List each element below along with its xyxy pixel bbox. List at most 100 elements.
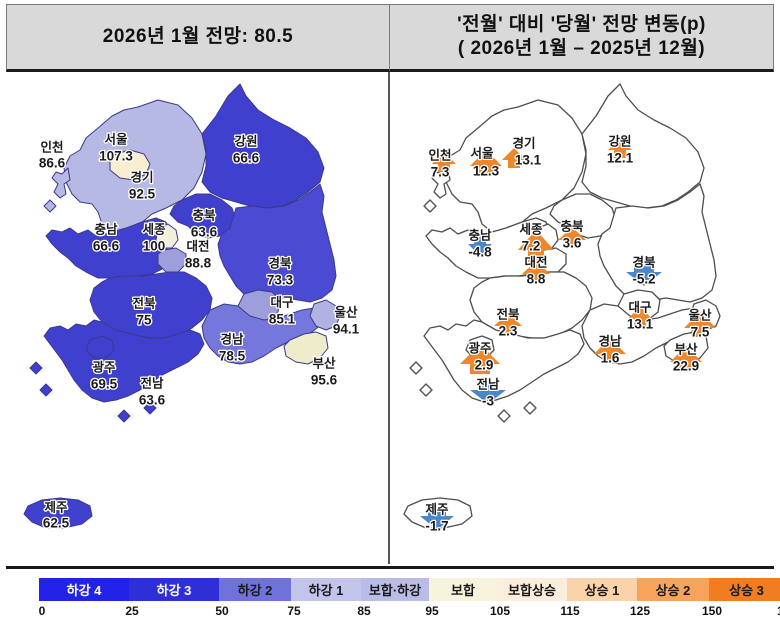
label-jeonnam-value: 63.6: [139, 393, 166, 408]
change-label-seoul-value: 12.3: [473, 164, 500, 179]
region-jeonnam-islands: [29, 361, 157, 423]
change-label-ulsan-value: 7.5: [691, 325, 710, 340]
legend-tick: 50: [215, 604, 229, 618]
label-gangwon-name: 강원: [234, 133, 257, 148]
region-ulsan[interactable]: [309, 299, 341, 331]
change-map-pane: 인천 7.3 서울 12.3 경기 13.1 강원 12.1 세종 7.2 충북…: [390, 72, 774, 564]
change-label-gyeongbuk-value: -5.2: [632, 272, 655, 287]
label-busan-name: 부산: [312, 355, 336, 370]
region-sejong[interactable]: [155, 223, 179, 249]
change-label-gyeonggi-value: 13.1: [515, 153, 542, 168]
region-gyeongbuk[interactable]: [217, 183, 337, 305]
region-gangwon[interactable]: [201, 83, 325, 209]
change-label-busan-value: 22.9: [673, 359, 699, 374]
region-gwangju[interactable]: [85, 335, 115, 359]
change-label-jeju-name: 제주: [425, 502, 449, 516]
label-gyeonggi-name: 경기: [130, 169, 153, 184]
region-seoul[interactable]: [109, 149, 151, 181]
label-gyeongnam-name: 경남: [220, 331, 244, 346]
label-daejeon-value: 88.8: [185, 256, 212, 271]
label-jeju-value: 62.5: [43, 516, 70, 531]
arrow-up-seoul: [470, 150, 502, 175]
change-label-daegu-value: 13.1: [627, 317, 654, 332]
label-chungnam-name: 충남: [94, 221, 118, 236]
label-seoul-value: 107.3: [99, 149, 133, 164]
change-label-jeonnam-value: -3: [482, 394, 494, 409]
label-sejong-name: 세종: [142, 221, 166, 236]
arrow-up-gyeonggi: [502, 148, 526, 168]
change-label-gyeongnam-value: 1.6: [601, 351, 620, 366]
label-jeju-name: 제주: [44, 500, 68, 514]
arrow-up-daejeon: [522, 261, 550, 282]
change-map-labels: 인천 7.3 서울 12.3 경기 13.1 강원 12.1 세종 7.2 충북…: [424, 132, 713, 535]
arrow-up-gyeongnam: [594, 338, 626, 363]
legend-segment: 하강 4: [39, 578, 129, 601]
change-label-gwangju-name: 광주: [468, 340, 492, 355]
legend-segment: 보합: [429, 578, 497, 601]
region-jeonnam[interactable]: [43, 319, 205, 403]
label-chungbuk-name: 충북: [192, 207, 216, 222]
outline-gangwon[interactable]: [581, 83, 705, 209]
legend-tick: 150: [701, 604, 723, 618]
change-label-incheon-value: 7.3: [431, 165, 450, 180]
region-chungbuk[interactable]: [169, 193, 237, 239]
change-label-ulsan-name: 울산: [688, 307, 712, 322]
arrow-down-chungnam: [468, 236, 492, 256]
arrow-up-jeonbuk: [494, 313, 522, 334]
label-busan-value: 95.6: [311, 373, 338, 388]
arrow-up-gangwon: [608, 138, 632, 158]
change-label-busan-name: 부산: [674, 341, 698, 356]
label-incheon-name: 인천: [40, 139, 63, 154]
label-jeonbuk-name: 전북: [132, 295, 156, 310]
arrow-up-sejong: [518, 230, 554, 262]
change-label-sejong-name: 세종: [519, 221, 543, 236]
change-label-incheon-name: 인천: [428, 147, 451, 162]
region-jeju[interactable]: [23, 497, 93, 529]
change-label-sejong-value: 7.2: [522, 239, 541, 254]
outline-chungbuk[interactable]: [549, 193, 617, 239]
legend-segment: 하강 1: [291, 578, 361, 601]
change-label-gyeongbuk-name: 경북: [632, 254, 656, 269]
change-label-gyeonggi-name: 경기: [512, 135, 535, 150]
change-label-jeju-value: -1.7: [425, 519, 448, 534]
legend-segment: 상승 3: [709, 578, 780, 601]
legend-segment: 상승 2: [637, 578, 709, 601]
right-panel-title: '전월' 대비 '당월' 전망 변동(p) ( 2026년 1월 – 2025년…: [390, 4, 774, 72]
legend-segment: 보합상승: [497, 578, 567, 601]
label-gyeongnam-value: 78.5: [219, 349, 246, 364]
legend-tick: 125: [629, 604, 651, 618]
change-label-gyeongnam-name: 경남: [598, 333, 622, 348]
label-chungbuk-value: 63.6: [191, 225, 218, 240]
map-panes: 인천 86.6 서울 107.3 경기 92.5 강원 66.6 충북 63.6…: [6, 72, 774, 564]
change-label-jeonbuk-value: 2.3: [499, 324, 518, 339]
outline-jeonnam[interactable]: [423, 319, 585, 403]
region-busan[interactable]: [283, 331, 329, 365]
legend-tick: 0: [38, 604, 46, 618]
change-label-gwangju-value: 2.9: [475, 358, 494, 373]
change-label-jeonnam-name: 전남: [476, 376, 500, 391]
region-incheon[interactable]: [51, 167, 71, 199]
label-ulsan-name: 울산: [334, 304, 358, 319]
legend-segment: 하강 3: [129, 578, 219, 601]
label-sejong-value: 100: [143, 239, 166, 254]
outline-incheon[interactable]: [431, 167, 451, 199]
legend-tick: 115: [560, 604, 580, 618]
legend-tick: 75: [287, 604, 301, 618]
arrow-up-gwangju: [460, 344, 500, 374]
change-label-gangwon-name: 강원: [608, 133, 631, 148]
label-gwangju-name: 광주: [92, 359, 116, 374]
change-label-chungnam-name: 충남: [468, 227, 492, 242]
label-gwangju-value: 69.5: [91, 377, 118, 392]
left-panel-title-text: 2026년 1월 전망: 80.5: [102, 26, 294, 48]
outline-gyeongbuk[interactable]: [597, 183, 717, 305]
label-daegu-name: 대구: [270, 295, 294, 309]
change-label-chungbuk-name: 충북: [560, 218, 584, 233]
change-label-chungbuk-value: 3.6: [563, 236, 582, 251]
forecast-map-pane: 인천 86.6 서울 107.3 경기 92.5 강원 66.6 충북 63.6…: [6, 72, 390, 564]
label-jeonnam-name: 전남: [140, 375, 164, 390]
legend-tick: 25: [125, 604, 139, 618]
change-arrows: [420, 138, 716, 530]
label-chungnam-value: 66.6: [93, 239, 120, 254]
change-label-daegu-name: 대구: [628, 300, 652, 314]
label-incheon-value: 86.6: [39, 156, 66, 171]
